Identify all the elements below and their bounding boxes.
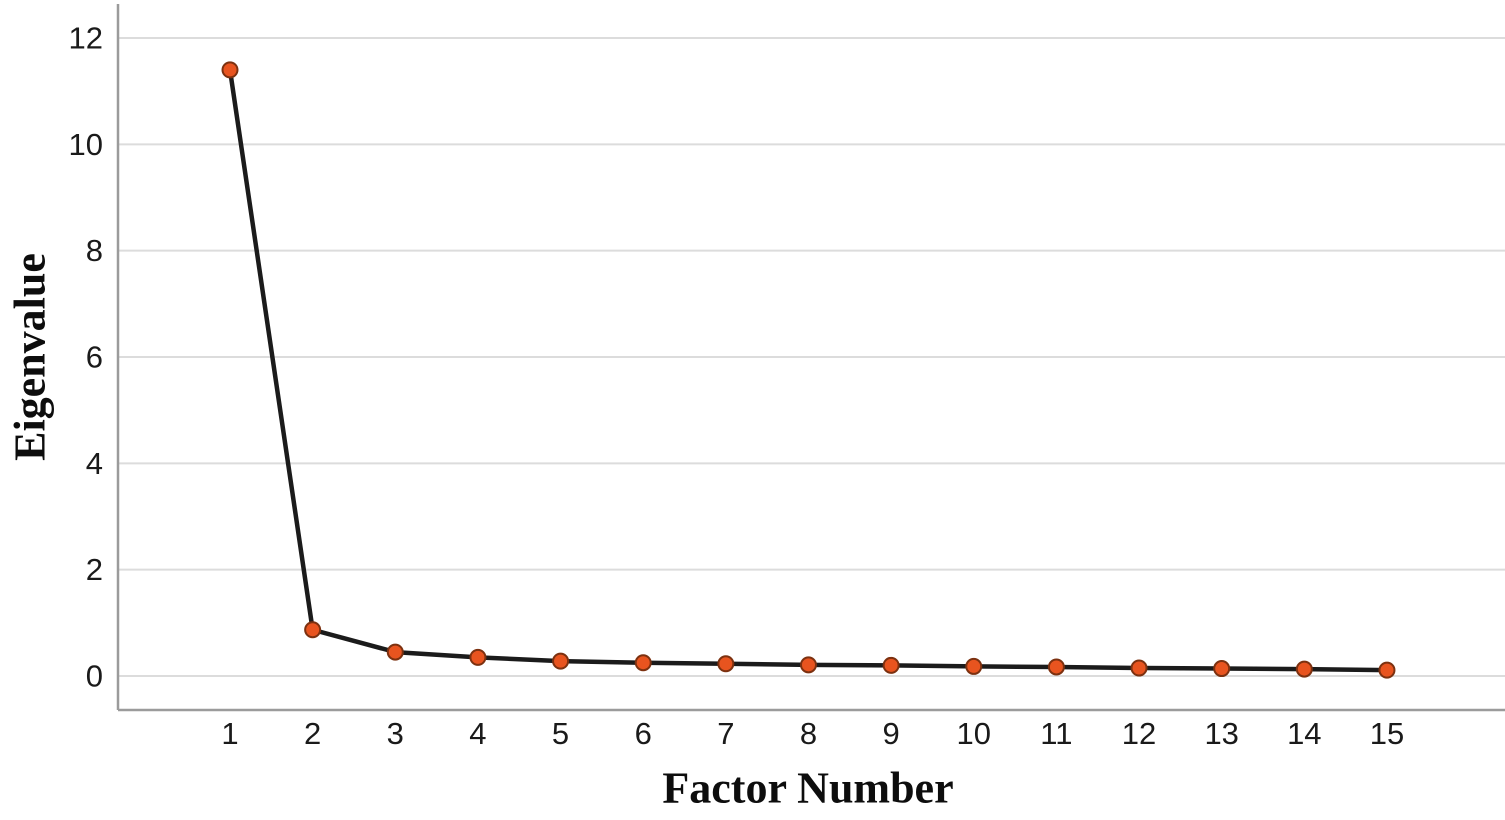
y-tick-label: 10 <box>69 127 103 162</box>
series-line <box>227 67 1390 673</box>
data-point <box>304 621 322 639</box>
data-point <box>1295 660 1313 678</box>
y-tick-label: 2 <box>86 552 103 587</box>
x-tick-label: 1 <box>221 716 238 751</box>
data-point <box>882 656 900 674</box>
x-tick-label: 4 <box>469 716 486 751</box>
x-tick-label: 13 <box>1204 716 1238 751</box>
x-tick-label: 5 <box>552 716 569 751</box>
data-point <box>1378 661 1396 679</box>
data-point <box>799 656 817 674</box>
x-tick-label: 15 <box>1370 716 1404 751</box>
x-tick-label: 8 <box>800 716 817 751</box>
x-tick-label: 14 <box>1287 716 1321 751</box>
x-tick-label: 6 <box>635 716 652 751</box>
data-point <box>386 643 404 661</box>
y-tick-label: 12 <box>69 21 103 56</box>
data-point <box>634 654 652 672</box>
x-tick-label: 9 <box>882 716 899 751</box>
data-point <box>965 657 983 675</box>
x-tick-label: 11 <box>1040 716 1072 751</box>
y-tick-label: 4 <box>86 446 103 481</box>
data-point <box>221 61 239 79</box>
x-tick-label: 12 <box>1122 716 1156 751</box>
x-tick-label: 3 <box>387 716 404 751</box>
y-tick-label: 8 <box>86 233 103 268</box>
x-tick-label: 10 <box>957 716 991 751</box>
y-tick-label: 6 <box>86 340 103 375</box>
data-point <box>717 655 735 673</box>
y-tick-label: 0 <box>86 659 103 694</box>
data-point <box>552 652 570 670</box>
x-tick-label: 7 <box>717 716 734 751</box>
x-tick-label: 2 <box>304 716 321 751</box>
data-point <box>1213 660 1231 678</box>
data-point <box>469 648 487 666</box>
data-point <box>1130 659 1148 677</box>
data-point <box>1047 658 1065 676</box>
